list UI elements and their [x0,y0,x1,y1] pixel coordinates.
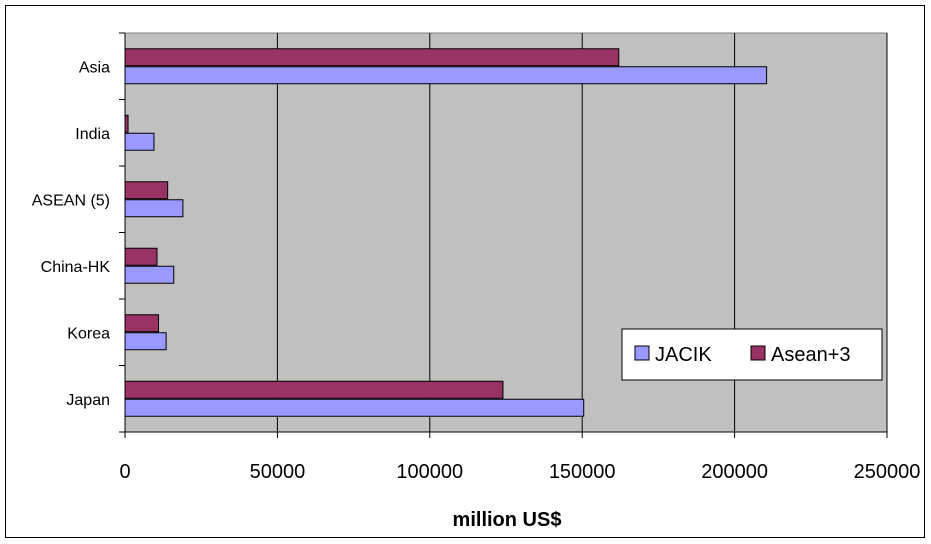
bar-jacik [124,332,167,351]
y-tick-label: Asia [79,59,110,76]
y-tick-label: China-HK [41,259,111,276]
bar-jacik [124,132,155,151]
x-tick-label: 150000 [549,461,616,483]
bar-jacik [124,66,768,85]
x-tick-label: 200000 [701,461,768,483]
y-tick-label: Japan [66,392,110,409]
bar-jacik [124,199,184,218]
bar-asean3 [124,247,158,266]
bar-asean3 [124,181,169,200]
bar-asean3 [124,314,160,333]
legend-swatch-jacik [634,345,650,361]
legend-swatch-asean3 [750,345,766,361]
x-tick-label: 50000 [250,461,306,483]
x-tick-label: 250000 [854,461,921,483]
y-tick-label: ASEAN (5) [32,192,110,209]
legend-label-jacik: JACIK [655,344,712,366]
x-tick-label: 100000 [396,461,463,483]
bar-jacik [124,398,585,417]
bar-asean3 [124,380,504,399]
x-tick-label: 0 [119,461,130,483]
y-tick-label: Korea [67,325,110,342]
x-axis-title: million US$ [453,509,562,531]
y-tick-label: India [75,126,110,143]
bar-asean3 [124,114,129,133]
bar-asean3 [124,48,620,67]
bar-jacik [124,265,175,284]
legend-label-asean3: Asean+3 [771,344,851,366]
